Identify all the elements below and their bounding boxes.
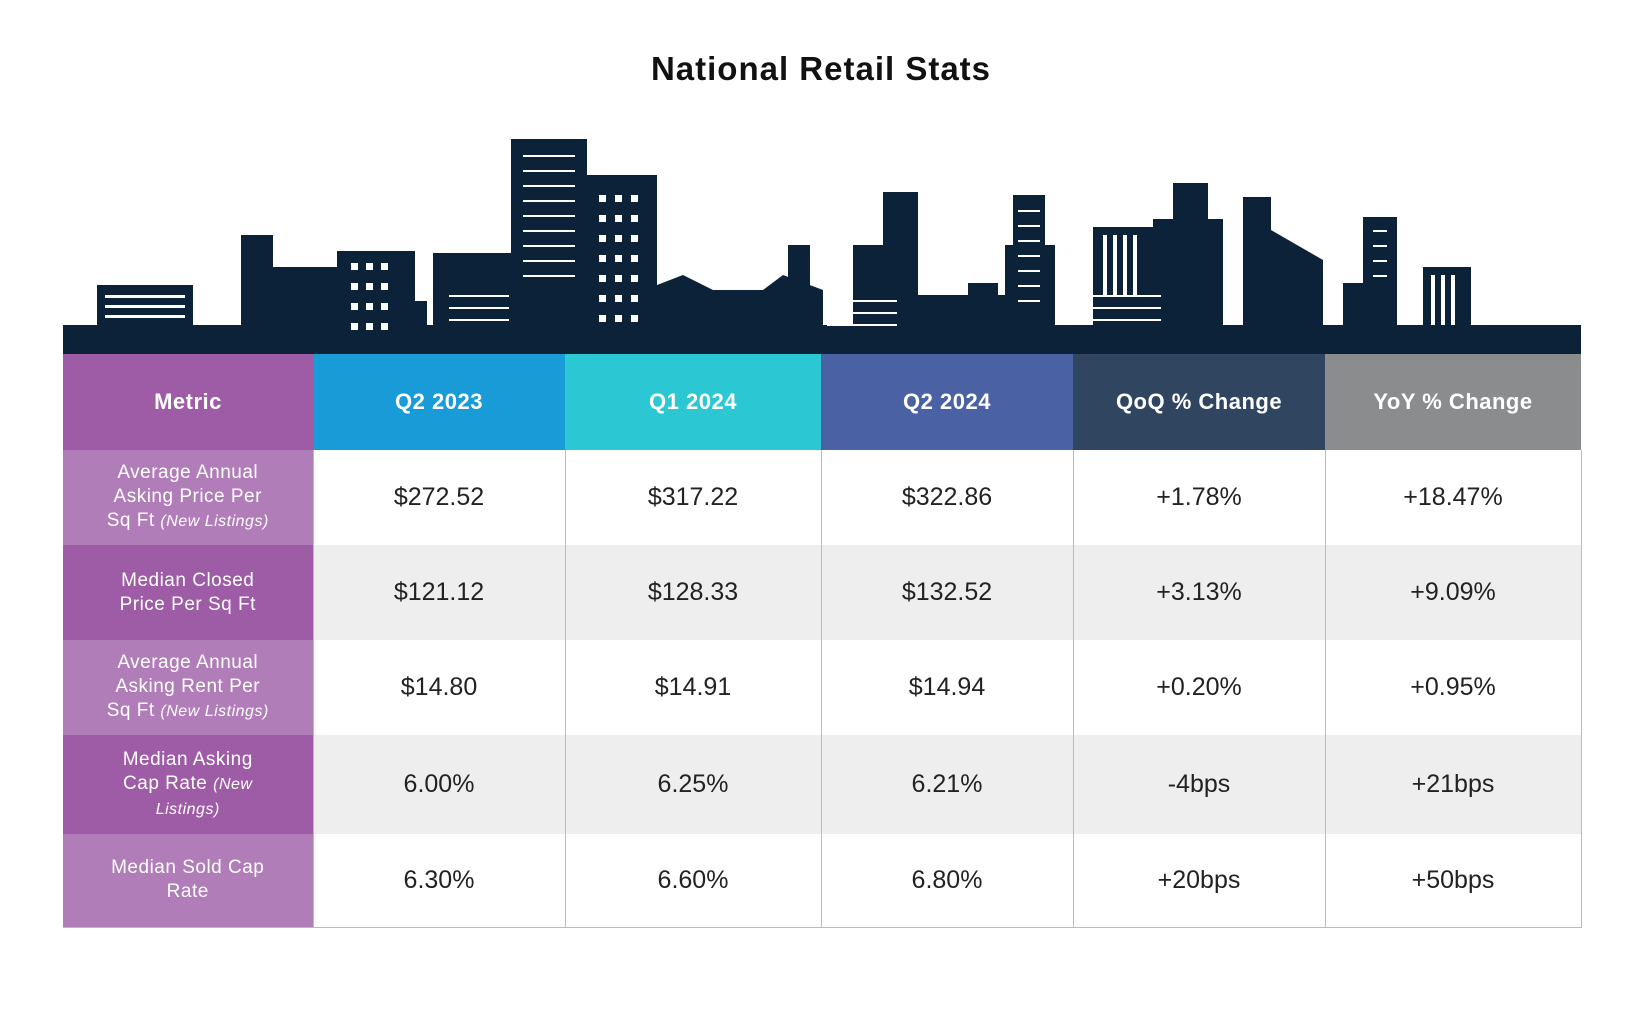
header-yoy-change: YoY % Change xyxy=(1325,354,1581,450)
retail-stats-table: Metric Q2 2023 Q1 2024 Q2 2024 QoQ % Cha… xyxy=(63,354,1582,928)
value-cell-q2-2024: $14.94 xyxy=(820,640,1073,735)
header-metric: Metric xyxy=(63,354,313,450)
value-cell-yoy-change: +0.95% xyxy=(1324,640,1582,735)
value-cell-yoy-change: +21bps xyxy=(1324,735,1582,834)
value-cell-q2-2023: $272.52 xyxy=(312,450,565,545)
metric-cell: Median Asking Cap Rate (New Listings) xyxy=(63,735,313,834)
value-cell-q1-2024: 6.60% xyxy=(564,834,821,928)
table-row: Median Asking Cap Rate (New Listings) 6.0… xyxy=(63,735,1582,834)
metric-label: Average Annual Asking Rent Per Sq Ft xyxy=(106,652,261,721)
value-cell-q1-2024: $128.33 xyxy=(564,545,821,640)
value-cell-q2-2023: $121.12 xyxy=(312,545,565,640)
value-cell-qoq-change: -4bps xyxy=(1072,735,1325,834)
metric-label: Median Asking Cap Rate xyxy=(122,748,253,794)
metric-cell: Median Sold Cap Rate xyxy=(63,834,313,928)
value-cell-q1-2024: 6.25% xyxy=(564,735,821,834)
value-cell-yoy-change: +50bps xyxy=(1324,834,1582,928)
city-skyline-illustration xyxy=(63,139,1581,355)
value-cell-q2-2024: $322.86 xyxy=(820,450,1073,545)
header-q2-2023: Q2 2023 xyxy=(313,354,565,450)
metric-label: Median Sold Cap Rate xyxy=(111,857,265,903)
value-cell-q2-2023: $14.80 xyxy=(312,640,565,735)
metric-cell: Average Annual Asking Price Per Sq Ft (N… xyxy=(63,450,313,545)
table-row: Average Annual Asking Rent Per Sq Ft (Ne… xyxy=(63,640,1582,735)
page-title: National Retail Stats xyxy=(650,50,992,87)
value-cell-q2-2024: 6.80% xyxy=(820,834,1073,928)
value-cell-q1-2024: $14.91 xyxy=(564,640,821,735)
metric-label: Median Closed Price Per Sq Ft xyxy=(119,569,256,615)
metric-label: Average Annual Asking Price Per Sq Ft xyxy=(106,462,262,531)
metric-note: (New Listings) xyxy=(160,513,269,530)
metric-note: (New Listings) xyxy=(160,703,269,720)
value-cell-yoy-change: +9.09% xyxy=(1324,545,1582,640)
header-q1-2024: Q1 2024 xyxy=(565,354,821,450)
metric-note: (New Listings) xyxy=(155,775,253,818)
value-cell-qoq-change: +20bps xyxy=(1072,834,1325,928)
value-cell-qoq-change: +0.20% xyxy=(1072,640,1325,735)
value-cell-qoq-change: +1.78% xyxy=(1072,450,1325,545)
value-cell-q2-2023: 6.00% xyxy=(312,735,565,834)
value-cell-q2-2024: $132.52 xyxy=(820,545,1073,640)
value-cell-q2-2023: 6.30% xyxy=(312,834,565,928)
table-row: Average Annual Asking Price Per Sq Ft (N… xyxy=(63,450,1582,545)
value-cell-q2-2024: 6.21% xyxy=(820,735,1073,834)
header-row: Metric Q2 2023 Q1 2024 Q2 2024 QoQ % Cha… xyxy=(63,354,1581,450)
table-row: Median Sold Cap Rate 6.30% 6.60% 6.80% +20bp… xyxy=(63,834,1582,928)
header-q2-2024: Q2 2024 xyxy=(821,354,1073,450)
value-cell-q1-2024: $317.22 xyxy=(564,450,821,545)
value-cell-qoq-change: +3.13% xyxy=(1072,545,1325,640)
metric-cell: Median Closed Price Per Sq Ft xyxy=(63,545,313,640)
table-row: Median Closed Price Per Sq Ft $121.12 $128… xyxy=(63,545,1582,640)
metric-cell: Average Annual Asking Rent Per Sq Ft (Ne… xyxy=(63,640,313,735)
header-qoq-change: QoQ % Change xyxy=(1073,354,1325,450)
value-cell-yoy-change: +18.47% xyxy=(1324,450,1582,545)
